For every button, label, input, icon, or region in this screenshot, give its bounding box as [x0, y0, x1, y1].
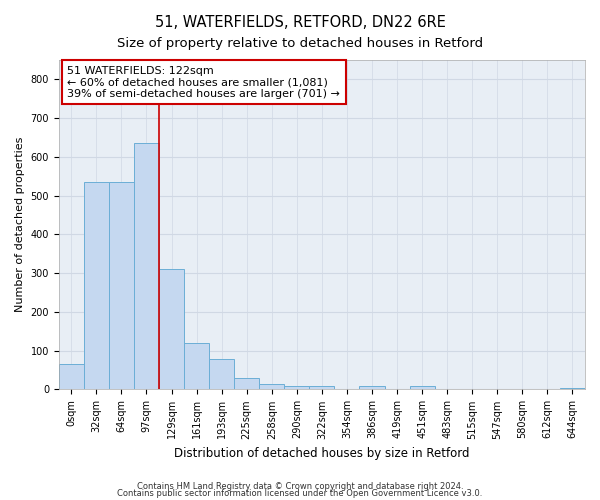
- Bar: [560, 388, 585, 390]
- Text: Size of property relative to detached houses in Retford: Size of property relative to detached ho…: [117, 38, 483, 51]
- Bar: [209, 359, 234, 390]
- Text: 51 WATERFIELDS: 122sqm
← 60% of detached houses are smaller (1,081)
39% of semi-: 51 WATERFIELDS: 122sqm ← 60% of detached…: [67, 66, 340, 99]
- Bar: [234, 378, 259, 390]
- X-axis label: Distribution of detached houses by size in Retford: Distribution of detached houses by size …: [174, 447, 470, 460]
- Bar: [84, 182, 109, 390]
- Y-axis label: Number of detached properties: Number of detached properties: [15, 137, 25, 312]
- Text: 51, WATERFIELDS, RETFORD, DN22 6RE: 51, WATERFIELDS, RETFORD, DN22 6RE: [155, 15, 445, 30]
- Bar: [359, 386, 385, 390]
- Text: Contains HM Land Registry data © Crown copyright and database right 2024.: Contains HM Land Registry data © Crown c…: [137, 482, 463, 491]
- Bar: [410, 386, 434, 390]
- Bar: [259, 384, 284, 390]
- Bar: [59, 364, 84, 390]
- Bar: [159, 270, 184, 390]
- Bar: [134, 144, 159, 390]
- Bar: [109, 182, 134, 390]
- Bar: [310, 386, 334, 390]
- Bar: [184, 343, 209, 390]
- Bar: [284, 386, 310, 390]
- Text: Contains public sector information licensed under the Open Government Licence v3: Contains public sector information licen…: [118, 490, 482, 498]
